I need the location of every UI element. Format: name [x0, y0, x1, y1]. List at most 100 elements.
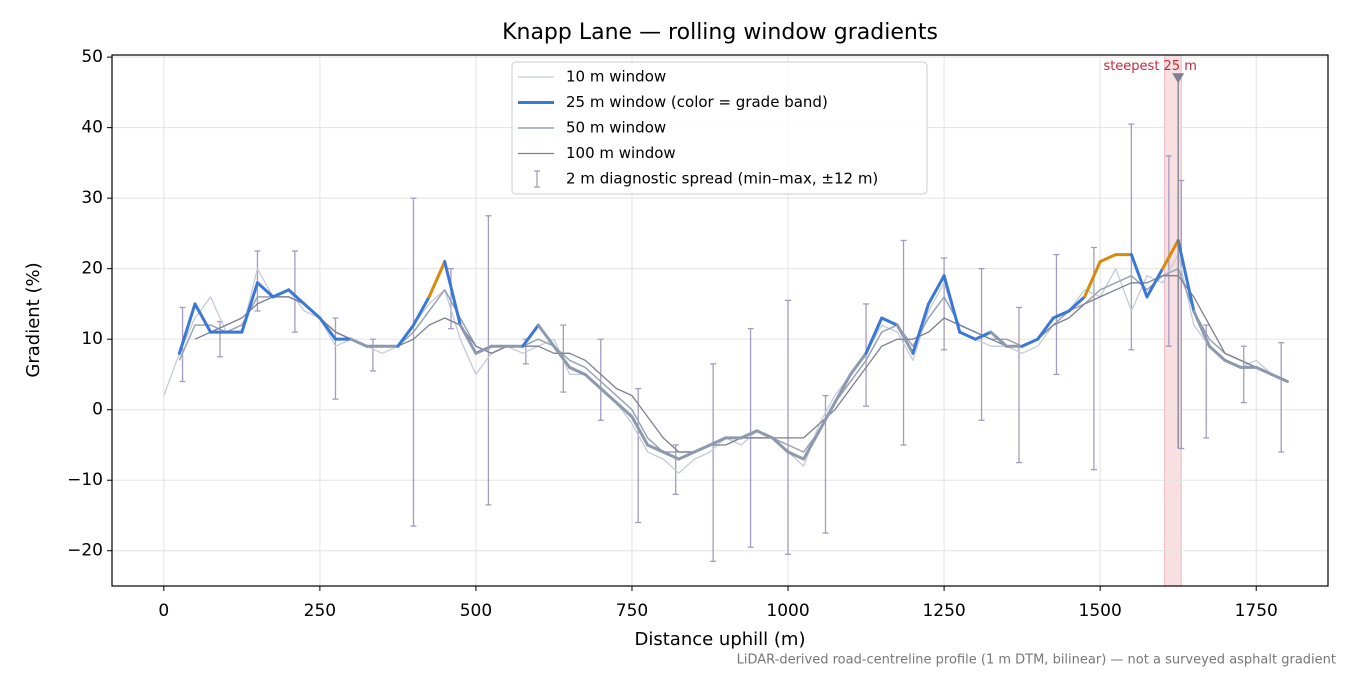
error-bar: [1128, 123, 1135, 351]
legend-label: 50 m window: [566, 119, 666, 137]
legend-label: 2 m diagnostic spread (min–max, ±12 m): [566, 170, 878, 188]
line-segment: [568, 365, 587, 376]
line-segment: [864, 316, 884, 355]
line-segment: [817, 401, 837, 433]
error-bar: [1203, 324, 1210, 439]
line-segment: [755, 429, 774, 440]
line-segment: [630, 415, 650, 447]
line-segment: [458, 323, 478, 355]
line-segment: [958, 330, 977, 341]
error-bar: [1240, 345, 1247, 404]
line-segment: [1020, 337, 1040, 348]
error-bar: [254, 250, 261, 312]
error-bar: [597, 338, 604, 421]
line-segment: [770, 436, 790, 454]
line-segment: [287, 288, 306, 306]
line-segment: [349, 337, 369, 348]
line-segment: [1129, 253, 1149, 299]
x-tick-label: 1000: [766, 601, 809, 621]
plot-frame: [111, 54, 1329, 587]
y-tick-label: −20: [67, 541, 103, 561]
line-segment: [1254, 365, 1274, 376]
line-segment: [1036, 316, 1055, 341]
annotation-marker: [1172, 73, 1185, 84]
line-segment: [552, 344, 572, 369]
error-bar: [410, 197, 417, 527]
chart-title: Knapp Lane — rolling window gradients: [502, 20, 938, 45]
x-tick-label: 1500: [1079, 601, 1122, 621]
legend-label: 25 m window (color = grade band): [566, 93, 828, 111]
line-segment: [677, 450, 696, 461]
line-segment: [1098, 253, 1118, 264]
line-segment: [911, 302, 930, 355]
error-bar: [941, 257, 948, 351]
line-segment: [536, 323, 556, 348]
line-segment: [474, 344, 494, 355]
line-segment: [614, 401, 634, 419]
error-bar: [785, 299, 792, 555]
line-segment: [177, 302, 197, 355]
line-segment: [1161, 238, 1180, 271]
line-segment: [880, 316, 899, 327]
line-segment: [833, 372, 852, 405]
line-segment: [895, 323, 915, 355]
line-segment: [583, 372, 603, 391]
line-segment: [1270, 372, 1289, 383]
line-segment: [739, 429, 759, 440]
line-segment: [427, 260, 447, 299]
line-segment: [802, 429, 821, 461]
x-tick-label: 250: [304, 601, 336, 621]
line-segment: [708, 436, 728, 447]
line-segment: [926, 274, 946, 306]
line-segment: [271, 288, 291, 299]
line-segment: [302, 302, 322, 320]
line-segment: [443, 260, 462, 327]
line-segment: [942, 274, 962, 334]
line-segment: [1192, 309, 1211, 348]
error-bar: [369, 338, 376, 372]
line-segment: [255, 281, 275, 299]
annotation-label: steepest 25 m: [1103, 59, 1196, 74]
line-segment: [973, 330, 993, 341]
line-segment: [240, 281, 259, 334]
line-segment: [646, 443, 665, 454]
error-bar: [635, 387, 642, 524]
x-tick-label: 750: [616, 601, 648, 621]
line-segment: [661, 450, 681, 461]
line-segment: [989, 330, 1009, 348]
line-segment: [599, 387, 618, 405]
y-tick-label: −10: [67, 470, 103, 490]
error-bar: [447, 268, 454, 330]
line-segment: [412, 295, 431, 327]
legend-label: 100 m window: [566, 144, 676, 162]
error-bar: [1165, 155, 1172, 347]
line-segment: [848, 351, 868, 376]
line-segment: [193, 302, 213, 334]
x-tick-label: 500: [460, 601, 492, 621]
y-tick-label: 0: [92, 400, 103, 420]
x-axis-label: Distance uphill (m): [635, 629, 806, 650]
line-segment: [786, 450, 806, 461]
line-segment: [1176, 238, 1196, 313]
footnote: LiDAR-derived road-centreline profile (1…: [737, 653, 1336, 668]
line-segment: [396, 323, 416, 348]
line-segment: [1145, 267, 1165, 299]
y-tick-label: 50: [81, 47, 103, 67]
error-bar: [1090, 246, 1097, 471]
error-bar: [1053, 253, 1060, 376]
line-segment: [1051, 309, 1071, 320]
error-bar: [485, 215, 492, 506]
error-bar: [1278, 342, 1285, 453]
x-tick-label: 1750: [1235, 601, 1278, 621]
error-bar: [291, 250, 298, 333]
x-tick-label: 0: [158, 601, 169, 621]
line-segment: [692, 443, 712, 454]
y-tick-label: 30: [81, 188, 103, 208]
line-segment: [521, 323, 540, 348]
y-axis-label: Gradient (%): [23, 262, 44, 377]
line-segment: [1083, 260, 1102, 299]
line-segment: [318, 316, 337, 341]
line-segment: [1223, 358, 1243, 369]
error-bar: [710, 363, 717, 562]
